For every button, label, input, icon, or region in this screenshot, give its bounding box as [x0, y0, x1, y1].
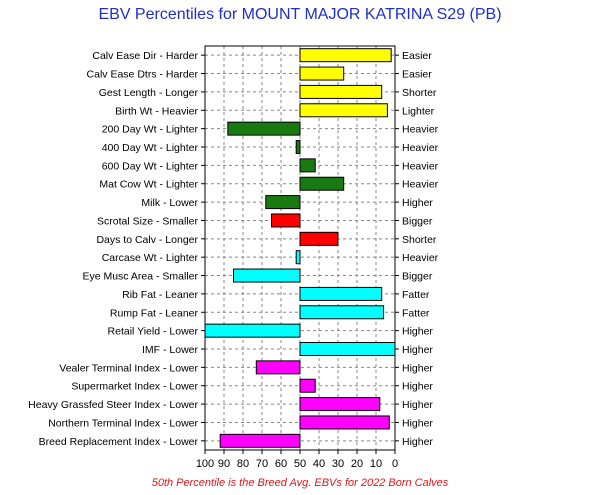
- bar-19: [299, 378, 316, 393]
- row-right-label: Higher: [402, 417, 433, 429]
- bar-20: [299, 397, 381, 412]
- row-right-label: Higher: [402, 399, 433, 411]
- row-left-label: Days to Calv - Longer: [96, 234, 198, 246]
- row-left-label: IMF - Lower: [142, 344, 199, 356]
- row-left-label: Calv Ease Dir - Harder: [92, 50, 198, 62]
- row-left-label: Retail Yield - Lower: [108, 326, 199, 338]
- row-right-label: Higher: [402, 362, 433, 374]
- row-left-label: 600 Day Wt - Lighter: [102, 160, 199, 172]
- bar-14: [299, 286, 383, 301]
- bar-6: [295, 140, 301, 154]
- x-tick-label: 0: [392, 458, 398, 470]
- bar-21: [299, 415, 390, 430]
- row-left-label: Gest Length - Longer: [99, 87, 199, 99]
- row-right-label: Heavier: [402, 252, 439, 264]
- chart-title: EBV Percentiles for MOUNT MAJOR KATRINA …: [98, 6, 502, 23]
- row-right-label: Bigger: [402, 215, 433, 227]
- row-right-label: Higher: [402, 197, 433, 209]
- chart-footnote: 50th Percentile is the Breed Avg. EBVs f…: [151, 477, 449, 489]
- row-left-label: Northern Terminal Index - Lower: [48, 417, 198, 429]
- row-right-label: Easier: [402, 69, 432, 81]
- row-left-label: Scrotal Size - Smaller: [97, 215, 198, 227]
- plot-frame: [204, 45, 396, 451]
- x-tick-label: 40: [313, 458, 325, 470]
- row-right-label: Higher: [402, 436, 433, 448]
- row-left-label: 200 Day Wt - Lighter: [102, 124, 199, 136]
- bar-11: [299, 231, 339, 246]
- x-tick-label: 30: [332, 458, 344, 470]
- row-right-label: Shorter: [402, 87, 437, 99]
- row-right-label: Bigger: [402, 271, 433, 283]
- row-right-label: Fatter: [402, 289, 430, 301]
- row-left-label: Rib Fat - Leaner: [122, 289, 198, 301]
- bar-5: [227, 121, 301, 136]
- bar-layer: [204, 48, 396, 448]
- bar-13: [233, 268, 301, 283]
- row-right-label: Shorter: [402, 234, 437, 246]
- bar-16: [204, 323, 301, 338]
- row-left-label: Heavy Grassfed Steer Index - Lower: [28, 399, 198, 411]
- x-tick-label: 10: [370, 458, 382, 470]
- x-tick-label: 80: [237, 458, 249, 470]
- row-left-label: Birth Wt - Heavier: [115, 105, 198, 117]
- row-left-label: Breed Replacement Index - Lower: [39, 436, 199, 448]
- row-right-label: Heavier: [402, 160, 439, 172]
- row-right-label: Heavier: [402, 142, 439, 154]
- row-right-label: Fatter: [402, 307, 430, 319]
- bar-22: [219, 433, 301, 448]
- row-left-label: 400 Day Wt - Lighter: [102, 142, 199, 154]
- row-left-label: Carcase Wt - Lighter: [102, 252, 199, 264]
- row-left-label: Milk - Lower: [141, 197, 198, 209]
- bar-3: [299, 84, 383, 99]
- bar-9: [265, 195, 301, 210]
- row-left-label: Calv Ease Dtrs - Harder: [87, 69, 199, 81]
- row-right-label: Higher: [402, 344, 433, 356]
- x-tick-label: 100: [196, 458, 214, 470]
- bar-17: [299, 342, 396, 356]
- x-tick-label: 60: [275, 458, 287, 470]
- bar-4: [299, 103, 388, 118]
- row-right-label: Heavier: [402, 124, 439, 136]
- row-right-label: Higher: [402, 326, 433, 338]
- bar-8: [299, 176, 345, 191]
- row-left-label: Eye Musc Area - Smaller: [82, 271, 198, 283]
- bar-2: [299, 66, 345, 81]
- row-right-label: Easier: [402, 50, 432, 62]
- row-left-label: Mat Cow Wt - Lighter: [99, 179, 198, 191]
- bar-1: [299, 48, 392, 63]
- x-tick-label: 50: [294, 458, 306, 470]
- bar-12: [295, 250, 301, 265]
- row-left-label: Rump Fat - Leaner: [110, 307, 199, 319]
- x-tick-label: 20: [351, 458, 363, 470]
- bar-7: [299, 158, 316, 173]
- bar-15: [299, 305, 385, 320]
- row-left-label: Supermarket Index - Lower: [71, 381, 198, 393]
- row-right-label: Lighter: [402, 105, 435, 117]
- row-right-label: Heavier: [402, 179, 439, 191]
- row-left-label: Vealer Terminal Index - Lower: [59, 362, 198, 374]
- x-tick-label: 70: [256, 458, 268, 470]
- row-right-label: Higher: [402, 381, 433, 393]
- x-tick-label: 90: [218, 458, 230, 470]
- bar-18: [255, 360, 301, 375]
- bar-10: [271, 213, 301, 228]
